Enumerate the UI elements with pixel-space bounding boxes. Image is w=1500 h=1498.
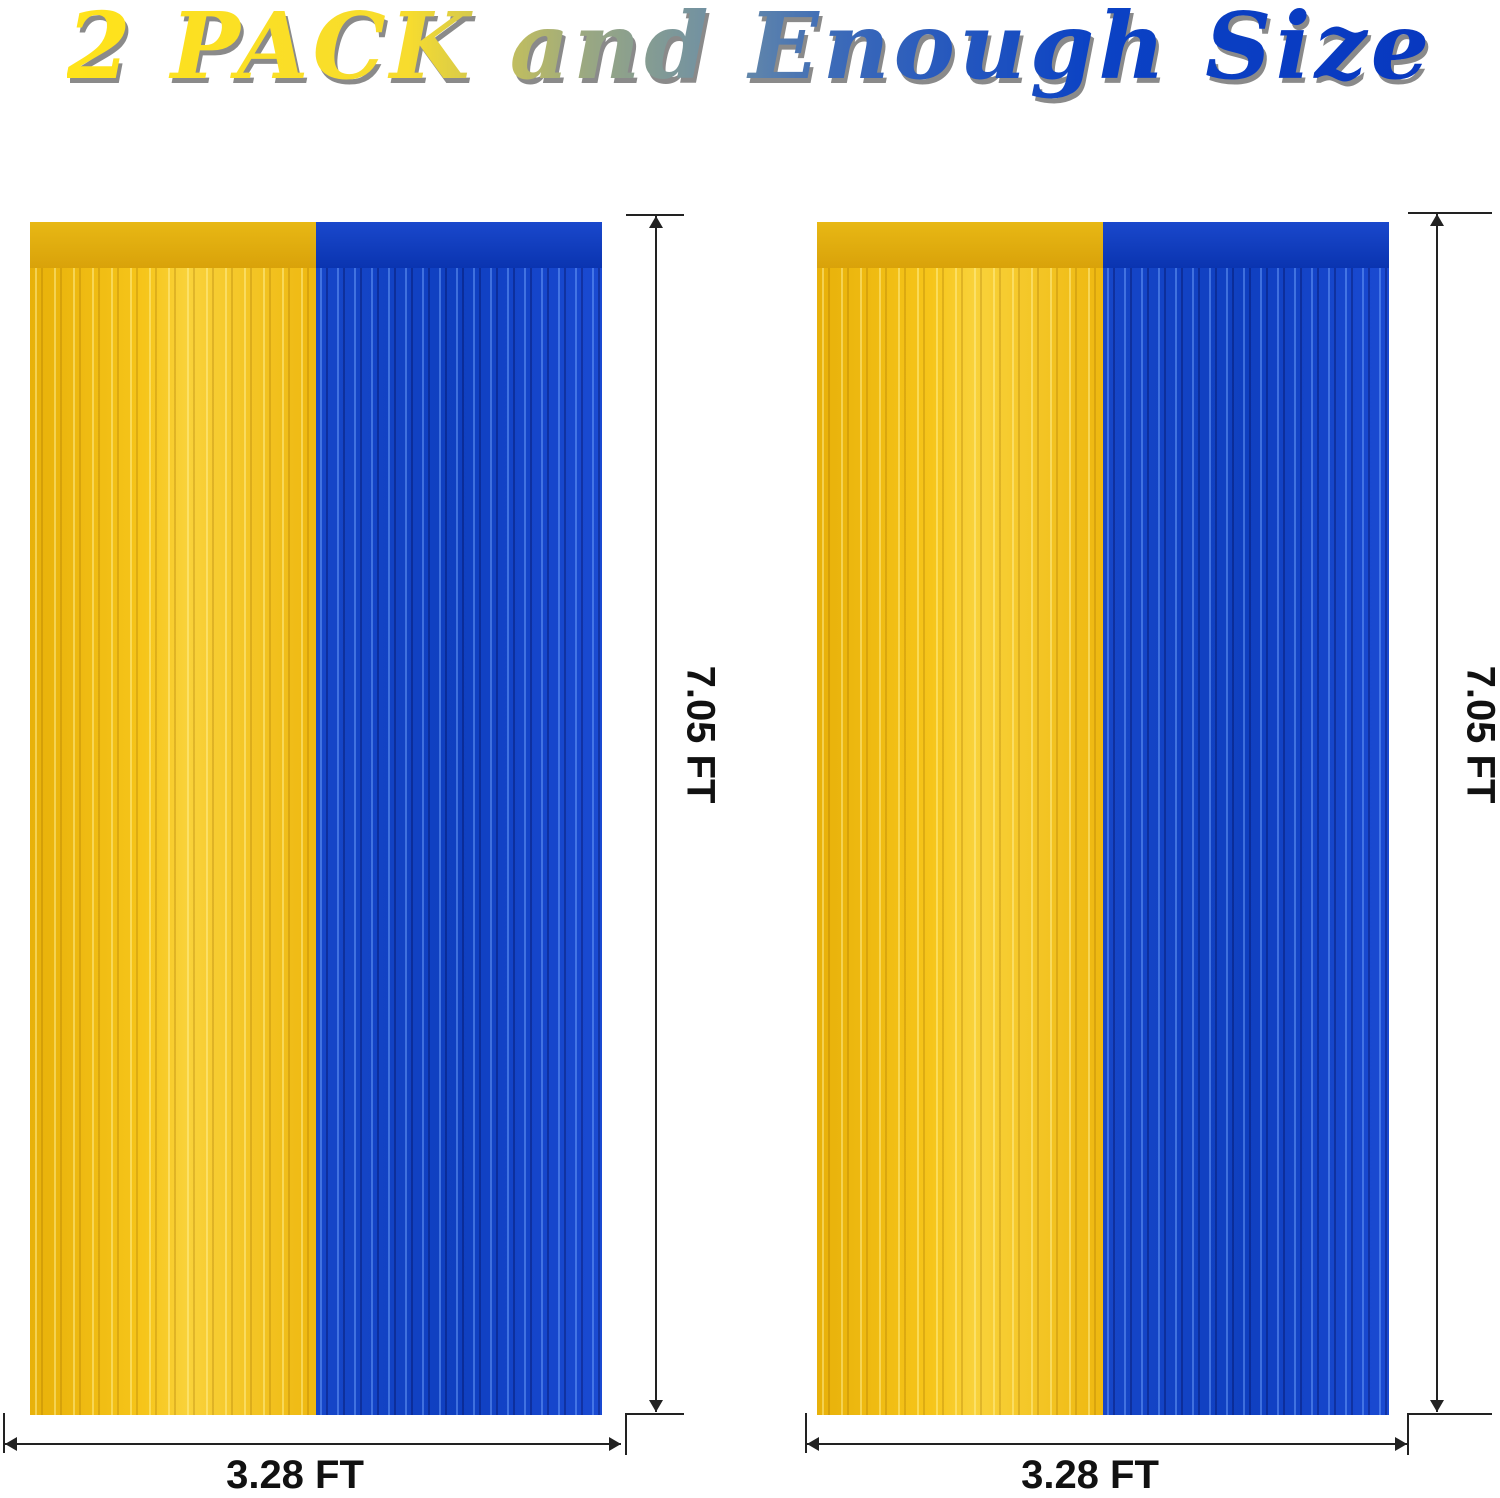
headline: 2 PACK and Enough Size: [0, 0, 1500, 100]
height-label: 7.05 FT: [1458, 665, 1500, 804]
height-label: 7.05 FT: [678, 665, 723, 804]
curtain-set-1: [30, 222, 602, 1415]
width-label: 3.28 FT: [1021, 1453, 1159, 1497]
width-label: 3.28 FT: [226, 1453, 364, 1497]
headline-text: 2 PACK and Enough Size: [67, 0, 1434, 100]
gold-fringe-curtain: [30, 222, 316, 1415]
blue-fringe-curtain: [316, 222, 602, 1415]
gold-fringe-curtain: [817, 222, 1103, 1415]
curtain-set-2: [817, 222, 1389, 1415]
blue-fringe-curtain: [1103, 222, 1389, 1415]
